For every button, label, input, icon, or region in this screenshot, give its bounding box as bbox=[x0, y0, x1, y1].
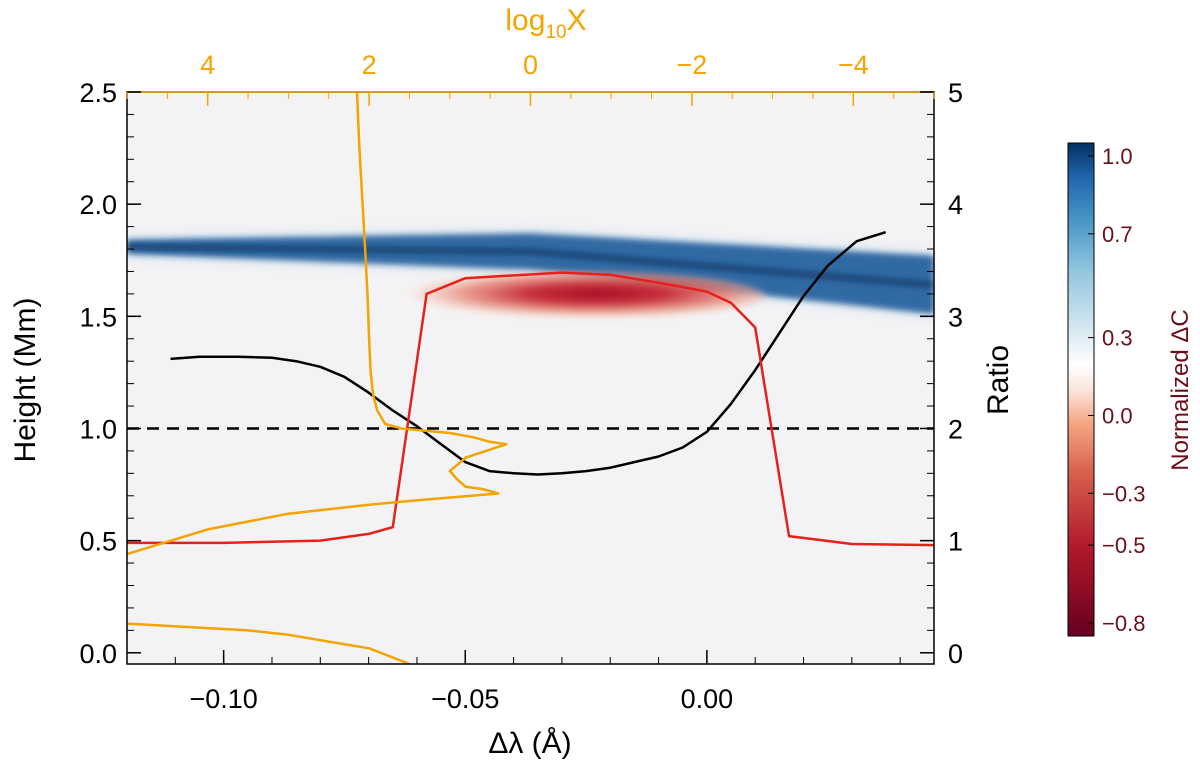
series-line-1 bbox=[127, 271, 934, 547]
series-line-2 bbox=[127, 92, 508, 556]
y2-axis-title: Ratio bbox=[982, 345, 1015, 415]
series-group bbox=[127, 92, 934, 664]
colorbar-ticks: 1.0 0.7 0.3 0.0 −0.3 −0.5 −0.8 bbox=[1088, 144, 1145, 636]
negative-region bbox=[392, 271, 765, 321]
series-line-0 bbox=[170, 231, 887, 476]
y-axis-title: Height (Mm) bbox=[9, 297, 42, 462]
colorbar-tick-label: −0.3 bbox=[1102, 481, 1145, 506]
colorbar-tick-label: −0.5 bbox=[1102, 533, 1145, 558]
y2-tick-label: 5 bbox=[948, 78, 963, 108]
top-tick-label: −2 bbox=[677, 50, 708, 80]
y2-tick-label: 2 bbox=[948, 414, 963, 444]
axis-ticks: −0.10 −0.05 0.00 0.0 0.5 1.0 1.5 2.0 2.5 0 1 2 3 4 5 4 2… bbox=[79, 50, 963, 714]
colorbar-tick-label: 0.0 bbox=[1102, 403, 1133, 428]
top-tick-label: 2 bbox=[362, 50, 377, 80]
x-tick-label: 0.00 bbox=[681, 684, 734, 714]
x-tick-label: −0.05 bbox=[431, 684, 499, 714]
top-tick-label: −4 bbox=[838, 50, 869, 80]
colorbar-tick-label: 0.3 bbox=[1102, 326, 1133, 351]
x-tick-label: −0.10 bbox=[189, 684, 257, 714]
heatmap bbox=[127, 233, 934, 321]
colorbar-title: Normalized ΔC bbox=[1167, 309, 1194, 470]
colorbar-tick-label: −0.8 bbox=[1102, 611, 1145, 636]
colorbar bbox=[1067, 142, 1095, 637]
positive-band bbox=[127, 233, 934, 314]
y2-tick-label: 3 bbox=[948, 302, 963, 332]
y2-tick-label: 1 bbox=[948, 527, 963, 557]
y2-tick-label: 4 bbox=[948, 190, 963, 220]
y-tick-label: 1.0 bbox=[79, 414, 117, 444]
colorbar-tick-label: 0.7 bbox=[1102, 222, 1133, 247]
top-axis-title-end: X bbox=[567, 4, 587, 37]
x-axis-title: Δλ (Å) bbox=[488, 727, 571, 760]
y-tick-label: 2.5 bbox=[79, 78, 117, 108]
top-axis-title-main: log bbox=[505, 4, 545, 37]
y-tick-label: 1.5 bbox=[79, 302, 117, 332]
colorbar-tick-label: 1.0 bbox=[1102, 144, 1133, 169]
y-tick-label: 2.0 bbox=[79, 190, 117, 220]
y-tick-label: 0.5 bbox=[79, 527, 117, 557]
y2-tick-label: 0 bbox=[948, 639, 963, 669]
top-tick-label: 4 bbox=[200, 50, 215, 80]
top-axis-title: log10X bbox=[505, 4, 586, 43]
plot-background bbox=[127, 92, 934, 664]
y-tick-label: 0.0 bbox=[79, 639, 117, 669]
top-tick-label: 0 bbox=[523, 50, 538, 80]
positive-band-core bbox=[127, 244, 934, 288]
series-line-3 bbox=[127, 622, 410, 664]
top-axis-title-sub: 10 bbox=[545, 22, 566, 43]
